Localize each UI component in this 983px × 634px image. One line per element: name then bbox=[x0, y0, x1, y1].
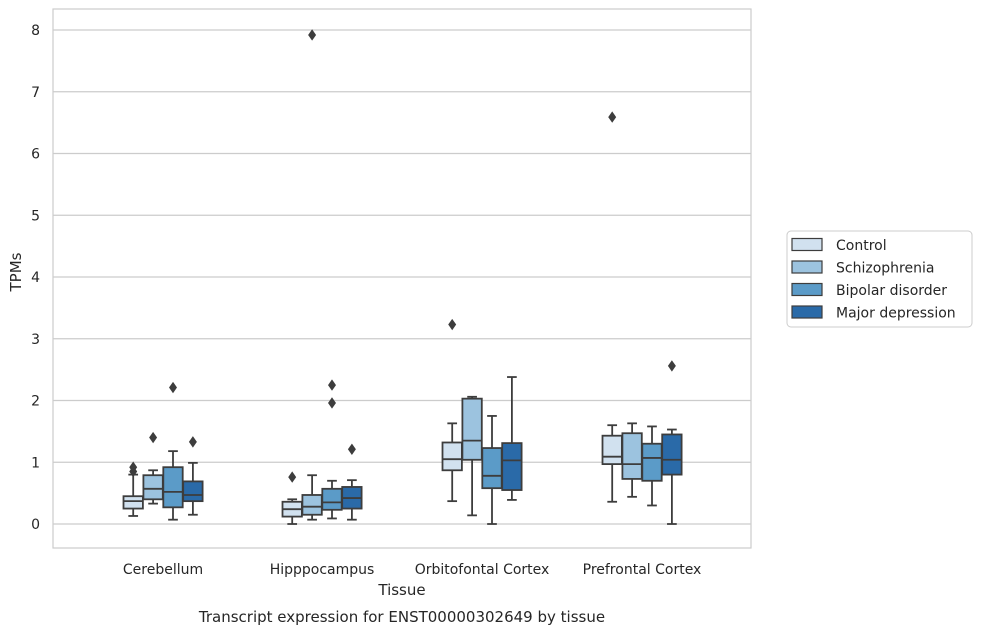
box-control bbox=[441, 318, 463, 503]
y-tick-label: 1 bbox=[31, 455, 40, 471]
outlier-point bbox=[188, 436, 197, 448]
box-iqr bbox=[461, 397, 483, 461]
y-tick-label: 7 bbox=[31, 85, 40, 101]
y-tick-label: 2 bbox=[31, 394, 40, 410]
legend-swatch bbox=[791, 260, 823, 274]
outlier-point bbox=[667, 360, 676, 372]
box-major-depression bbox=[341, 443, 363, 521]
box-bipolar-disorder bbox=[641, 425, 663, 507]
y-tick-label: 3 bbox=[31, 332, 40, 348]
box-control bbox=[122, 461, 144, 517]
y-axis-label: TPMs bbox=[7, 252, 25, 292]
x-tick-label: Prefrontal Cortex bbox=[583, 562, 702, 578]
box-iqr bbox=[641, 442, 663, 482]
box-major-depression bbox=[501, 376, 523, 501]
x-tick-label: Orbitofontal Cortex bbox=[415, 562, 550, 578]
legend-label: Schizophrenia bbox=[836, 261, 934, 277]
plot-frame bbox=[52, 8, 752, 549]
outlier-point bbox=[328, 397, 336, 409]
x-tick-labels: Cerebellum Hipppocampus Orbitofontal Corte… bbox=[123, 562, 701, 578]
box-iqr bbox=[182, 480, 204, 503]
outlier-point bbox=[328, 379, 336, 391]
box-major-depression bbox=[661, 360, 683, 525]
box-iqr bbox=[142, 474, 164, 501]
box-bipolar-disorder bbox=[321, 379, 343, 520]
outlier-point bbox=[129, 461, 138, 473]
gridlines bbox=[53, 29, 751, 525]
outlier-point bbox=[149, 431, 158, 444]
box-control bbox=[281, 471, 303, 525]
box-bipolar-disorder bbox=[481, 415, 503, 525]
legend-label: Control bbox=[836, 238, 887, 254]
x-tick-label: Hipppocampus bbox=[270, 562, 375, 578]
legend: Control Schizophrenia Bipolar disorder Majo… bbox=[786, 230, 973, 328]
y-tick-label: 6 bbox=[31, 147, 40, 163]
y-tick-label: 8 bbox=[31, 23, 40, 39]
y-tick-label: 5 bbox=[31, 208, 40, 224]
legend-frame bbox=[786, 230, 973, 328]
box-schizophrenia bbox=[461, 395, 483, 517]
box-bipolar-disorder bbox=[162, 381, 184, 521]
legend-swatch bbox=[791, 305, 823, 319]
figure-caption: Transcript expression for ENST0000030264… bbox=[198, 608, 605, 626]
outlier-point bbox=[448, 318, 457, 331]
box-control bbox=[601, 111, 623, 503]
legend-swatch bbox=[791, 237, 823, 252]
box-iqr bbox=[162, 466, 184, 509]
box-major-depression bbox=[182, 436, 204, 516]
box-iqr bbox=[661, 433, 683, 476]
box-schizophrenia bbox=[621, 422, 643, 498]
box-iqr bbox=[601, 434, 623, 466]
y-tick-label: 0 bbox=[31, 517, 40, 533]
outlier-point bbox=[288, 471, 297, 483]
box-iqr bbox=[621, 432, 643, 480]
box-iqr bbox=[481, 447, 503, 490]
boxes bbox=[122, 29, 683, 525]
box-iqr bbox=[441, 441, 463, 472]
outlier-point bbox=[169, 381, 177, 394]
x-tick-label: Cerebellum bbox=[123, 562, 203, 578]
box-iqr bbox=[321, 487, 343, 511]
box-iqr bbox=[301, 494, 323, 516]
legend-swatch bbox=[791, 282, 823, 297]
legend-label: Bipolar disorder bbox=[836, 283, 947, 299]
box-schizophrenia bbox=[142, 431, 164, 505]
box-iqr bbox=[122, 495, 144, 510]
outlier-point bbox=[608, 111, 617, 123]
box-schizophrenia bbox=[301, 29, 323, 521]
y-tick-label: 4 bbox=[31, 270, 40, 286]
legend-label: Major depression bbox=[836, 306, 956, 322]
y-tick-labels: 0 1 2 3 4 5 6 7 8 bbox=[31, 23, 40, 533]
outlier-point bbox=[347, 443, 356, 455]
box-iqr bbox=[501, 442, 523, 491]
outlier-point bbox=[308, 29, 317, 41]
x-axis-label: Tissue bbox=[377, 581, 425, 599]
